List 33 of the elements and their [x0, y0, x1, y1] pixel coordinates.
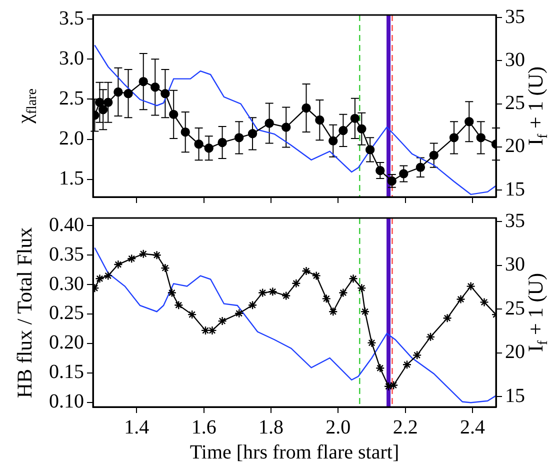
y2-tick-label: 20 [505, 341, 525, 363]
y-tick-label: 2.5 [59, 87, 84, 110]
y-axis-title: HB flux / Total Flux [12, 226, 37, 398]
y2-tick-label: 20 [505, 135, 525, 158]
y-tick-label: 3.5 [59, 7, 84, 30]
y2-axis-title: If + 1 (U) [524, 66, 551, 146]
y2-tick-label: 35 [505, 210, 525, 232]
y2-tick-label: 15 [505, 384, 525, 407]
y-tick-label: 0.15 [49, 361, 84, 384]
y-tick-label: 0.40 [49, 214, 84, 236]
x-tick-label: 1.4 [124, 416, 150, 438]
y-tick-label: 0.25 [49, 302, 84, 324]
y2-tick-label: 30 [505, 48, 525, 71]
y2-tick-label: 25 [505, 92, 525, 114]
y-tick-label: 0.30 [49, 272, 84, 295]
y-tick-label: 0.10 [49, 390, 84, 413]
y-tick-label: 1.5 [59, 168, 84, 190]
y-tick-label: 2.0 [59, 128, 84, 150]
y-axis-title: χflare [12, 88, 40, 124]
x-tick-label: 2.2 [392, 416, 418, 438]
y-tick-label: 0.20 [49, 332, 84, 354]
y-tick-label: 3.0 [59, 47, 84, 70]
x-tick-label: 1.6 [191, 416, 216, 438]
x-tick-label: 2.4 [460, 416, 485, 438]
y2-tick-label: 30 [505, 254, 525, 276]
x-tick-label: 2.0 [326, 416, 351, 438]
y2-axis-title: If + 1 (U) [524, 273, 551, 352]
y-tick-label: 0.35 [49, 243, 84, 266]
x-tick-label: 1.8 [258, 416, 284, 438]
y2-tick-label: 25 [505, 297, 525, 320]
y2-tick-label: 35 [505, 6, 525, 28]
x-axis-title: Time [hrs from flare start] [190, 441, 400, 464]
y2-tick-label: 15 [505, 178, 525, 200]
